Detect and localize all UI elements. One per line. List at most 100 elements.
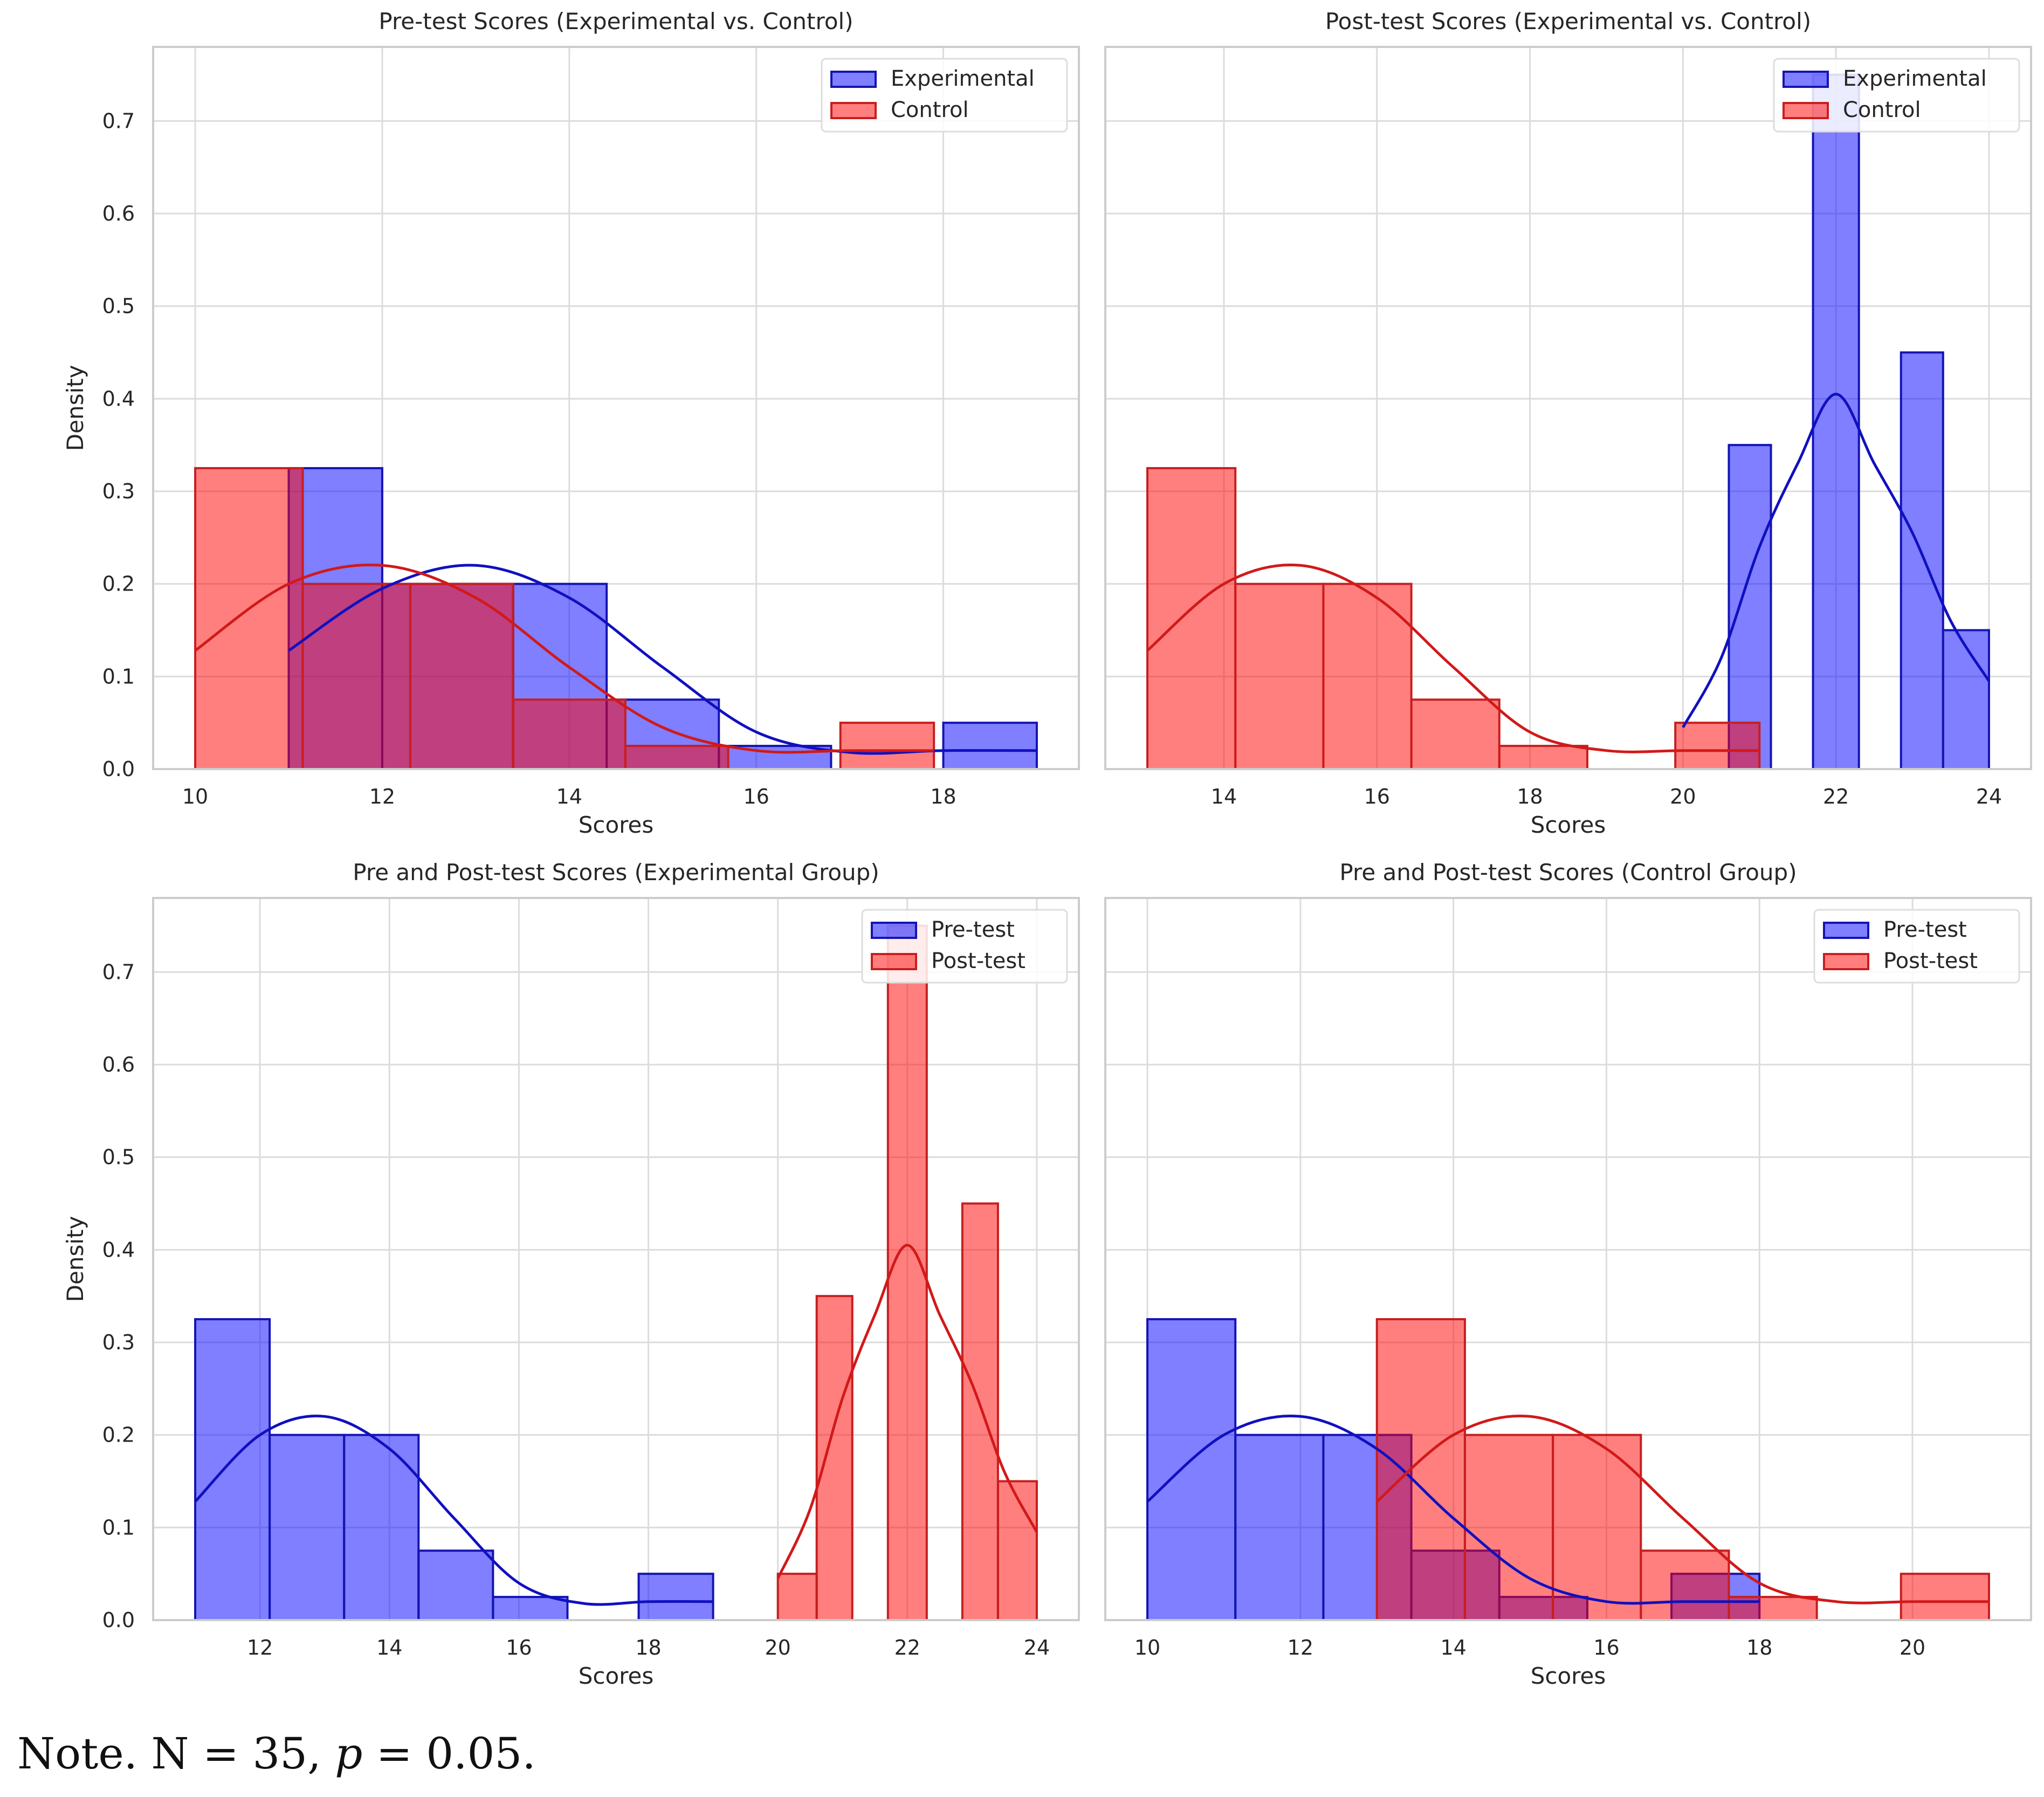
kde-line [1682, 393, 1991, 729]
x-axis-label: Scores [579, 812, 654, 838]
hist-bar [1322, 582, 1413, 770]
y-tick-label: 0.3 [102, 479, 135, 503]
legend-swatch-blue [1783, 71, 1829, 88]
x-tick-label: 12 [369, 785, 395, 808]
legend: Pre-test Post-test [1813, 909, 2020, 984]
plot-frame [1104, 46, 2032, 770]
hist-bar [1812, 73, 1860, 770]
hist-bar [194, 467, 304, 770]
x-tick-label: 10 [182, 785, 208, 808]
y-tick-label: 0.2 [102, 1423, 135, 1447]
legend-label: Post-test [931, 949, 1026, 973]
legend-label: Experimental [1843, 66, 1987, 91]
hist-bar [637, 1573, 714, 1622]
x-tick-label: 16 [506, 1636, 532, 1659]
hist-bar [886, 924, 928, 1621]
note-p-symbol: p [335, 1729, 363, 1779]
y-tick-label: 0.2 [102, 572, 135, 596]
y-tick-label: 0.6 [102, 202, 135, 225]
legend-box [821, 58, 1068, 133]
hist-bar [417, 1549, 494, 1621]
hist-bar [1146, 1318, 1237, 1621]
hist-bar [1640, 1549, 1730, 1621]
hist-bar [839, 722, 935, 770]
legend-label: Control [1843, 98, 1921, 122]
note-prefix: Note. N = 35, [17, 1729, 321, 1779]
kde-line [1146, 1414, 1760, 1605]
y-axis-label: Density [62, 1216, 88, 1302]
plot-frame [152, 897, 1080, 1621]
y-tick-label: 0.4 [102, 1238, 135, 1261]
hist-bar [409, 582, 514, 770]
y-axis-label: Density [62, 365, 88, 451]
x-tick-label: 18 [1517, 785, 1543, 808]
hist-bar [1942, 629, 1990, 770]
hist-bar [301, 582, 411, 770]
chart-panel-4: Pre and Post-test Scores (Control Group)… [1104, 859, 2032, 1689]
legend-swatch-blue [1823, 922, 1869, 939]
chart-panel-3: Pre and Post-test Scores (Experimental G… [62, 859, 1080, 1689]
y-tick-label: 0.1 [102, 1515, 135, 1539]
legend-label: Post-test [1883, 949, 1978, 973]
hist-bar [1900, 351, 1944, 770]
x-tick-label: 16 [1364, 785, 1390, 808]
legend-label: Pre-test [1883, 917, 1967, 942]
hist-bar [942, 722, 1038, 770]
legend: Experimental Control [821, 58, 1068, 133]
x-tick-label: 22 [894, 1636, 920, 1659]
note-suffix: = 0.05. [376, 1729, 536, 1779]
legend-label: Experimental [891, 66, 1035, 91]
x-tick-label: 14 [556, 785, 582, 808]
kde-line [776, 1244, 1038, 1579]
chart-panel-1: Pre-test Scores (Experimental vs. Contro… [62, 8, 1080, 838]
x-tick-label: 20 [1670, 785, 1696, 808]
hist-bar [1498, 745, 1588, 771]
y-tick-label: 0.1 [102, 664, 135, 688]
legend-swatch-blue [830, 71, 877, 88]
x-tick-label: 12 [247, 1636, 273, 1659]
hist-bar [343, 1434, 420, 1622]
x-axis-label: Scores [1531, 812, 1606, 838]
y-tick-label: 0.7 [102, 960, 135, 984]
y-tick-label: 0.3 [102, 1330, 135, 1354]
hist-bar [996, 1480, 1038, 1621]
x-tick-label: 18 [930, 785, 956, 808]
hist-bar [1234, 582, 1325, 770]
x-tick-label: 24 [1976, 785, 2002, 808]
plot-frame [1104, 897, 2032, 1621]
hist-bar [1900, 1573, 1990, 1622]
x-tick-label: 14 [376, 1636, 402, 1659]
legend: Experimental Control [1773, 58, 2020, 133]
x-tick-label: 18 [635, 1636, 661, 1659]
x-tick-label: 16 [1593, 1636, 1619, 1659]
hist-bar [1463, 1434, 1554, 1622]
y-tick-label: 0.6 [102, 1053, 135, 1076]
hist-bar [1728, 444, 1772, 770]
hist-bar [492, 1596, 569, 1621]
hist-bar [1375, 1318, 1466, 1621]
legend-swatch-red [1823, 953, 1869, 970]
y-tick-label: 0.0 [102, 1608, 135, 1632]
x-tick-label: 24 [1024, 1636, 1050, 1659]
chart-title: Pre-test Scores (Experimental vs. Contro… [378, 8, 853, 35]
kde-line [194, 563, 934, 754]
hist-bar [1674, 722, 1761, 770]
x-tick-label: 16 [743, 785, 769, 808]
hist-bar [1410, 698, 1501, 770]
hist-bar [624, 745, 729, 771]
hist-bar [961, 1202, 999, 1621]
x-tick-label: 12 [1288, 1636, 1313, 1659]
chart-panel-2: Post-test Scores (Experimental vs. Contr… [1104, 8, 2032, 838]
x-axis-label: Scores [579, 1663, 654, 1689]
y-tick-label: 0.5 [102, 294, 135, 318]
y-tick-label: 0.5 [102, 1146, 135, 1169]
x-tick-label: 20 [1900, 1636, 1925, 1659]
hist-bar [269, 1434, 346, 1622]
legend-swatch-red [871, 953, 917, 970]
legend-box [1773, 58, 2020, 133]
x-tick-label: 22 [1823, 785, 1849, 808]
hist-bar [815, 1295, 854, 1622]
legend-label: Pre-test [931, 917, 1015, 942]
y-tick-label: 0.4 [102, 387, 135, 410]
y-tick-label: 0.7 [102, 109, 135, 133]
